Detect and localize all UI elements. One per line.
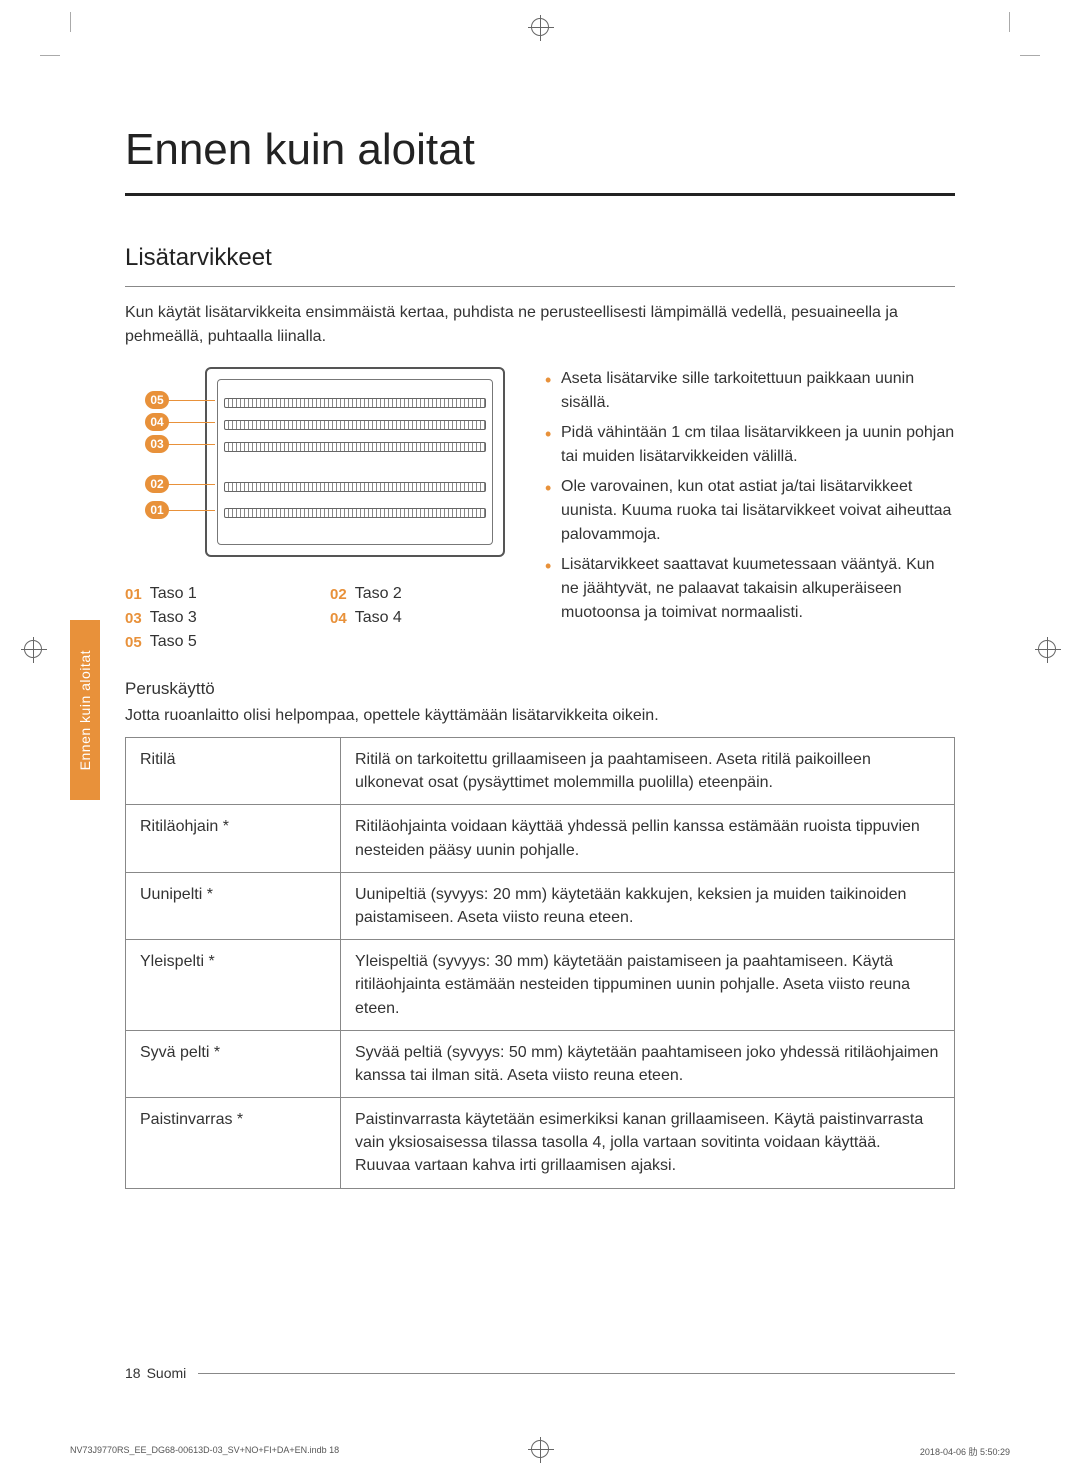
legend-num: 01	[125, 586, 142, 603]
diagram-and-bullets: 05 04 03 02 01 01 Taso 1 02 Taso 2	[125, 367, 955, 651]
level-badge-3: 03	[145, 435, 169, 453]
level-badge-2: 02	[145, 475, 169, 493]
level-legend: 01 Taso 1 02 Taso 2 03 Taso 3 04 Taso 4 …	[125, 585, 515, 651]
oven-outline	[205, 367, 505, 557]
footer-rule	[198, 1373, 955, 1374]
legend-item: 03 Taso 3	[125, 609, 310, 627]
page-title: Ennen kuin aloitat	[125, 125, 955, 175]
page-language: Suomi	[147, 1365, 187, 1381]
instruction-list: Aseta lisätarvike sille tarkoitettuun pa…	[545, 367, 955, 625]
title-rule	[125, 193, 955, 196]
legend-item: 02 Taso 2	[330, 585, 515, 603]
print-filename: NV73J9770RS_EE_DG68-00613D-03_SV+NO+FI+D…	[70, 1445, 339, 1458]
level-badge-4: 04	[145, 413, 169, 431]
page-footer: 18 Suomi	[125, 1365, 955, 1381]
rack-level-2	[224, 482, 486, 492]
instruction-item: Ole varovainen, kun otat astiat ja/tai l…	[545, 475, 955, 547]
legend-item: 04 Taso 4	[330, 609, 515, 627]
level-badge-1: 01	[145, 501, 169, 519]
usage-heading: Peruskäyttö	[125, 679, 955, 699]
leader-line	[167, 510, 215, 511]
rack-level-1	[224, 508, 486, 518]
registration-mark-left	[24, 640, 42, 658]
leader-line	[167, 484, 215, 485]
accessory-desc: Ritilä on tarkoitettu grillaamiseen ja p…	[341, 738, 955, 805]
legend-label: Taso 2	[355, 585, 402, 603]
print-timestamp: 2018-04-06 肋 5:50:29	[920, 1445, 1010, 1458]
crop-mark	[70, 12, 71, 32]
section-heading: Lisätarvikkeet	[125, 244, 955, 272]
accessory-name: Syvä pelti *	[126, 1030, 341, 1097]
legend-num: 02	[330, 586, 347, 603]
oven-diagram: 05 04 03 02 01	[125, 367, 505, 567]
instruction-item: Aseta lisätarvike sille tarkoitettuun pa…	[545, 367, 955, 415]
table-row: Syvä pelti * Syvää peltiä (syvyys: 50 mm…	[126, 1030, 955, 1097]
legend-item: 01 Taso 1	[125, 585, 310, 603]
legend-item: 05 Taso 5	[125, 633, 310, 651]
rack-level-3	[224, 442, 486, 452]
crop-mark	[1020, 55, 1040, 56]
rack-level-5	[224, 398, 486, 408]
legend-label: Taso 4	[355, 609, 402, 627]
section-rule	[125, 286, 955, 287]
crop-mark	[40, 55, 60, 56]
leader-line	[167, 422, 215, 423]
accessory-name: Uunipelti *	[126, 872, 341, 939]
bullet-column: Aseta lisätarvike sille tarkoitettuun pa…	[545, 367, 955, 651]
legend-num: 03	[125, 610, 142, 627]
table-row: Yleispelti * Yleispeltiä (syvyys: 30 mm)…	[126, 940, 955, 1031]
accessory-name: Yleispelti *	[126, 940, 341, 1031]
registration-mark-top	[531, 18, 549, 36]
instruction-item: Lisätarvikkeet saattavat kuumetessaan vä…	[545, 553, 955, 625]
accessory-name: Paistinvarras *	[126, 1098, 341, 1189]
legend-num: 05	[125, 634, 142, 651]
registration-mark-right	[1038, 640, 1056, 658]
oven-cavity	[217, 379, 493, 545]
level-badge-5: 05	[145, 391, 169, 409]
crop-mark	[1009, 12, 1010, 32]
legend-label: Taso 5	[150, 633, 197, 651]
side-tab-label: Ennen kuin aloitat	[77, 650, 93, 770]
legend-num: 04	[330, 610, 347, 627]
accessory-desc: Yleispeltiä (syvyys: 30 mm) käytetään pa…	[341, 940, 955, 1031]
accessory-desc: Syvää peltiä (syvyys: 50 mm) käytetään p…	[341, 1030, 955, 1097]
accessory-name: Ritilä	[126, 738, 341, 805]
page-content: Ennen kuin aloitat Ennen kuin aloitat Li…	[70, 55, 1010, 1421]
print-metadata: NV73J9770RS_EE_DG68-00613D-03_SV+NO+FI+D…	[70, 1445, 1010, 1458]
legend-label: Taso 1	[150, 585, 197, 603]
table-row: Ritiläohjain * Ritiläohjainta voidaan kä…	[126, 805, 955, 872]
accessory-name: Ritiläohjain *	[126, 805, 341, 872]
instruction-item: Pidä vähintään 1 cm tilaa lisätarvikkeen…	[545, 421, 955, 469]
table-row: Paistinvarras * Paistinvarrasta käytetää…	[126, 1098, 955, 1189]
accessory-desc: Paistinvarrasta käytetään esimerkiksi ka…	[341, 1098, 955, 1189]
legend-label: Taso 3	[150, 609, 197, 627]
diagram-column: 05 04 03 02 01 01 Taso 1 02 Taso 2	[125, 367, 515, 651]
usage-intro: Jotta ruoanlaitto olisi helpompaa, opett…	[125, 707, 955, 725]
side-tab: Ennen kuin aloitat	[70, 620, 100, 800]
accessory-desc: Uunipeltiä (syvyys: 20 mm) käytetään kak…	[341, 872, 955, 939]
table-row: Uunipelti * Uunipeltiä (syvyys: 20 mm) k…	[126, 872, 955, 939]
accessories-table: Ritilä Ritilä on tarkoitettu grillaamise…	[125, 737, 955, 1189]
leader-line	[167, 400, 215, 401]
intro-text: Kun käytät lisätarvikkeita ensimmäistä k…	[125, 301, 955, 349]
accessory-desc: Ritiläohjainta voidaan käyttää yhdessä p…	[341, 805, 955, 872]
rack-level-4	[224, 420, 486, 430]
page-number: 18	[125, 1365, 141, 1381]
leader-line	[167, 444, 215, 445]
table-row: Ritilä Ritilä on tarkoitettu grillaamise…	[126, 738, 955, 805]
